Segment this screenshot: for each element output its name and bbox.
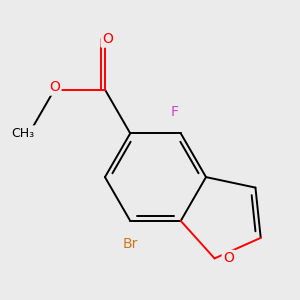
Text: Br: Br [122, 237, 138, 250]
Text: O: O [223, 251, 234, 266]
Text: O: O [102, 32, 113, 46]
Text: O: O [49, 80, 60, 94]
Text: F: F [171, 105, 179, 119]
Text: CH₃: CH₃ [12, 127, 35, 140]
